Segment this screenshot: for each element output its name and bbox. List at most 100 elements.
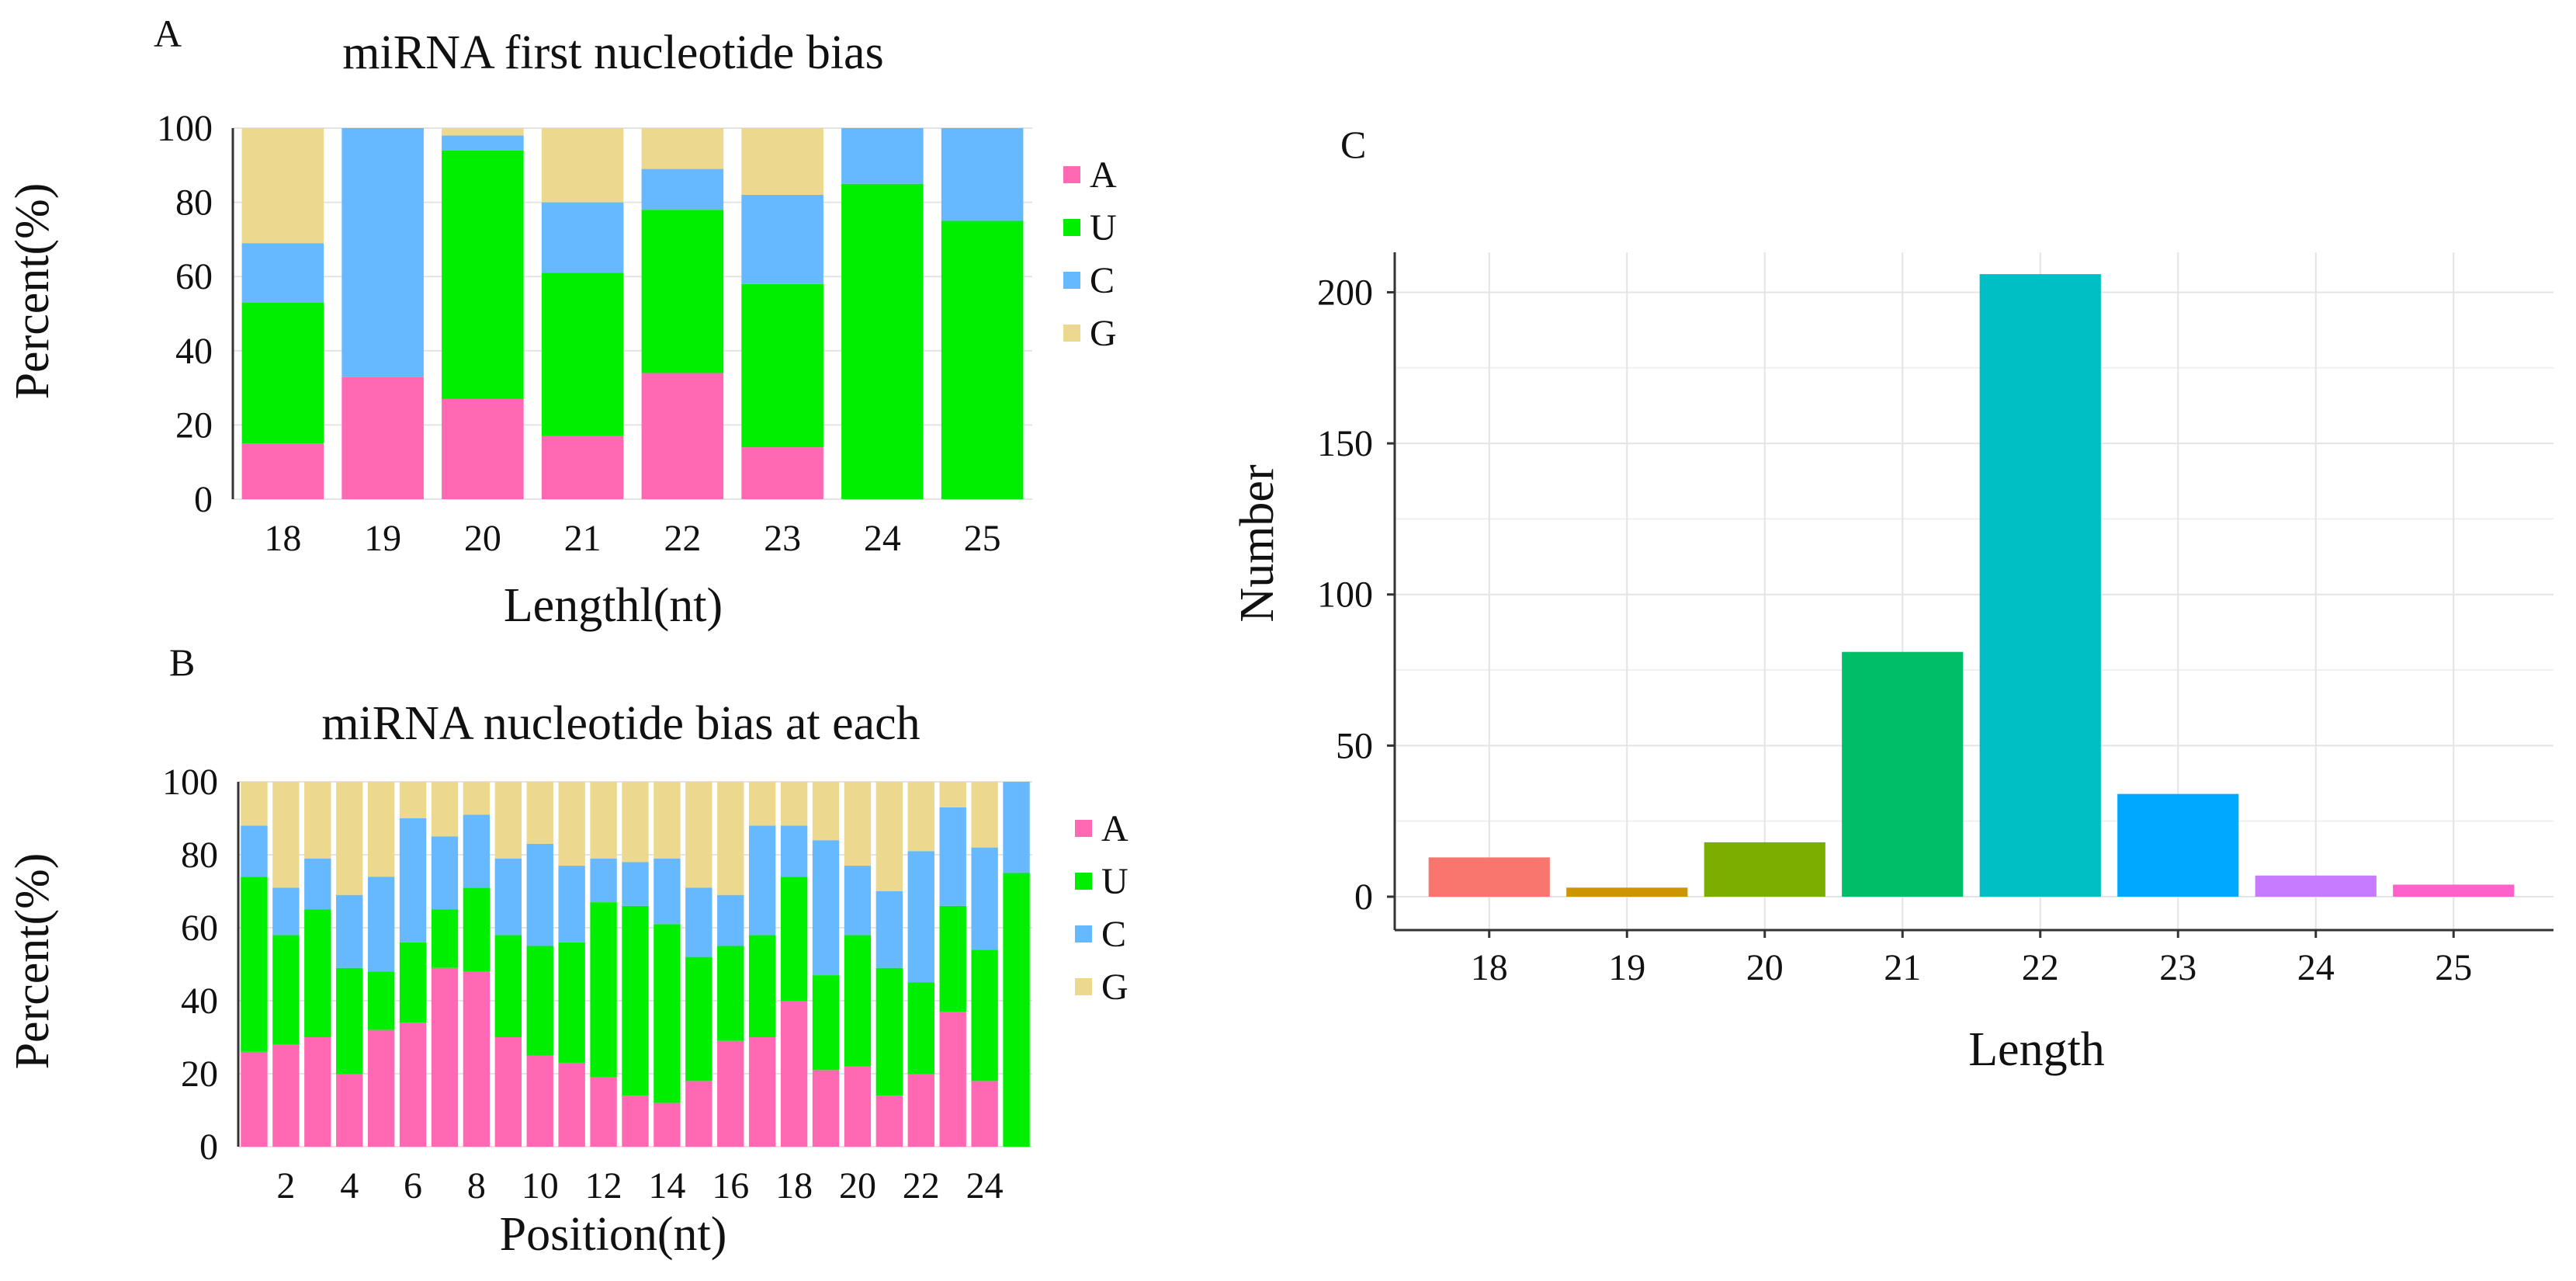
bar-segment-c-23 [939,807,966,906]
bar-segment-u-11 [558,942,585,1063]
bar-segment-g-23 [741,128,823,196]
x-tick-label-25: 25 [2435,947,2472,988]
y-tick-label-0: 0 [1354,877,1373,918]
panel-b-bars [241,782,1030,1147]
bar-segment-u-7 [431,909,459,968]
bar-segment-g-10 [526,782,553,844]
bar-segment-c-20 [844,866,872,936]
legend-swatch-u [1063,219,1080,236]
panel-a-bars [241,128,1024,499]
bar-segment-u-9 [494,935,522,1037]
bar-segment-g-17 [748,782,776,826]
legend-label-u: U [1090,207,1117,248]
bar-segment-a-21 [541,436,624,499]
bar-segment-g-18 [780,782,808,826]
x-tick-label-20: 20 [1746,947,1784,988]
panel-a-axes: 0 20 40 60 80 100 18 19 20 21 22 23 24 25 [157,108,1001,559]
legend-swatch-g [1075,978,1092,995]
bar-segment-g-8 [463,782,491,815]
bar-segment-u-12 [590,902,617,1078]
bar-20 [1704,842,1825,897]
y-tick-label-60: 60 [181,908,218,949]
bar-segment-g-16 [717,782,744,895]
bar-segment-c-7 [431,836,459,910]
bar-segment-g-1 [241,782,268,826]
bar-22 [1979,274,2101,897]
x-tick-label-23: 23 [2159,947,2196,988]
bar-segment-a-6 [399,1022,427,1147]
bar-segment-u-1 [241,877,268,1052]
bar-segment-a-7 [431,967,459,1147]
x-tick-label-18: 18 [775,1165,813,1206]
bar-segment-a-17 [748,1037,776,1147]
bar-segment-u-5 [367,971,395,1030]
x-tick-label-19: 19 [364,518,401,559]
panel-b-x-axis-label: Position(nt) [500,1208,727,1261]
bar-segment-a-19 [812,1070,840,1147]
x-tick-label-12: 12 [585,1165,622,1206]
x-tick-label-24: 24 [966,1165,1004,1206]
bar-segment-c-5 [367,877,395,972]
bar-segment-c-10 [526,843,553,946]
bar-segment-g-7 [431,782,459,837]
bar-segment-u-4 [336,967,363,1074]
bar-segment-g-21 [875,782,903,891]
bar-segment-c-19 [342,128,424,377]
bar-segment-u-22 [641,210,724,373]
bar-segment-g-21 [541,128,624,203]
bar-segment-g-9 [494,782,522,859]
y-tick-label-0: 0 [194,479,213,520]
panel-c-letter: C [1340,123,1366,166]
legend-swatch-a [1063,166,1080,183]
bar-segment-g-24 [971,782,998,848]
bar-segment-c-4 [336,894,363,968]
bar-segment-a-4 [336,1074,363,1147]
panel-c-bars [1428,274,2515,897]
bar-segment-u-23 [939,905,966,1012]
legend-swatch-c [1063,272,1080,289]
x-tick-label-19: 19 [1608,947,1645,988]
bar-segment-a-3 [304,1037,331,1147]
legend-label-a: A [1090,154,1117,196]
bar-segment-a-24 [971,1081,998,1147]
bar-segment-u-18 [241,302,324,444]
x-tick-label-6: 6 [404,1165,422,1206]
bar-segment-u-3 [304,909,331,1037]
bar-segment-c-18 [780,825,808,877]
y-tick-label-20: 20 [175,404,213,446]
x-tick-label-4: 4 [340,1165,359,1206]
bar-segment-a-2 [272,1044,300,1147]
bar-segment-c-8 [463,814,491,888]
panel-c-axes: 0 50 100 150 200 18 19 20 21 22 23 24 25 [1317,252,2553,988]
y-tick-label-20: 20 [181,1054,218,1095]
panel-b-y-axis-label: Percent(%) [6,853,59,1070]
bar-segment-c-16 [717,894,744,946]
bar-segment-a-1 [241,1051,268,1147]
bar-segment-c-6 [399,818,427,943]
bar-segment-c-14 [654,858,681,925]
bar-segment-c-11 [558,866,585,943]
x-tick-label-16: 16 [712,1165,749,1206]
bar-segment-u-10 [526,946,553,1056]
bar-segment-c-22 [907,851,934,983]
panel-c-chart: C Length Number 0 50 100 150 200 18 19 20 21 22 23… [1231,123,2553,1076]
bar-segment-c-15 [685,887,712,957]
x-tick-label-2: 2 [276,1165,295,1206]
x-tick-label-21: 21 [564,518,602,559]
bar-18 [1428,857,1550,897]
bar-segment-c-21 [875,891,903,968]
bar-segment-a-11 [558,1062,585,1147]
x-tick-label-23: 23 [764,518,801,559]
bar-segment-g-18 [241,128,324,244]
bar-segment-c-24 [971,847,998,950]
y-tick-label-40: 40 [175,331,213,372]
panel-a-title: miRNA first nucleotide bias [342,26,883,79]
bar-segment-c-25 [941,128,1024,221]
bar-segment-u-13 [622,905,649,1096]
bar-segment-g-3 [304,782,331,859]
bar-24 [2255,875,2377,897]
y-tick-label-100: 100 [157,108,213,149]
legend-label-c: C [1101,914,1126,955]
